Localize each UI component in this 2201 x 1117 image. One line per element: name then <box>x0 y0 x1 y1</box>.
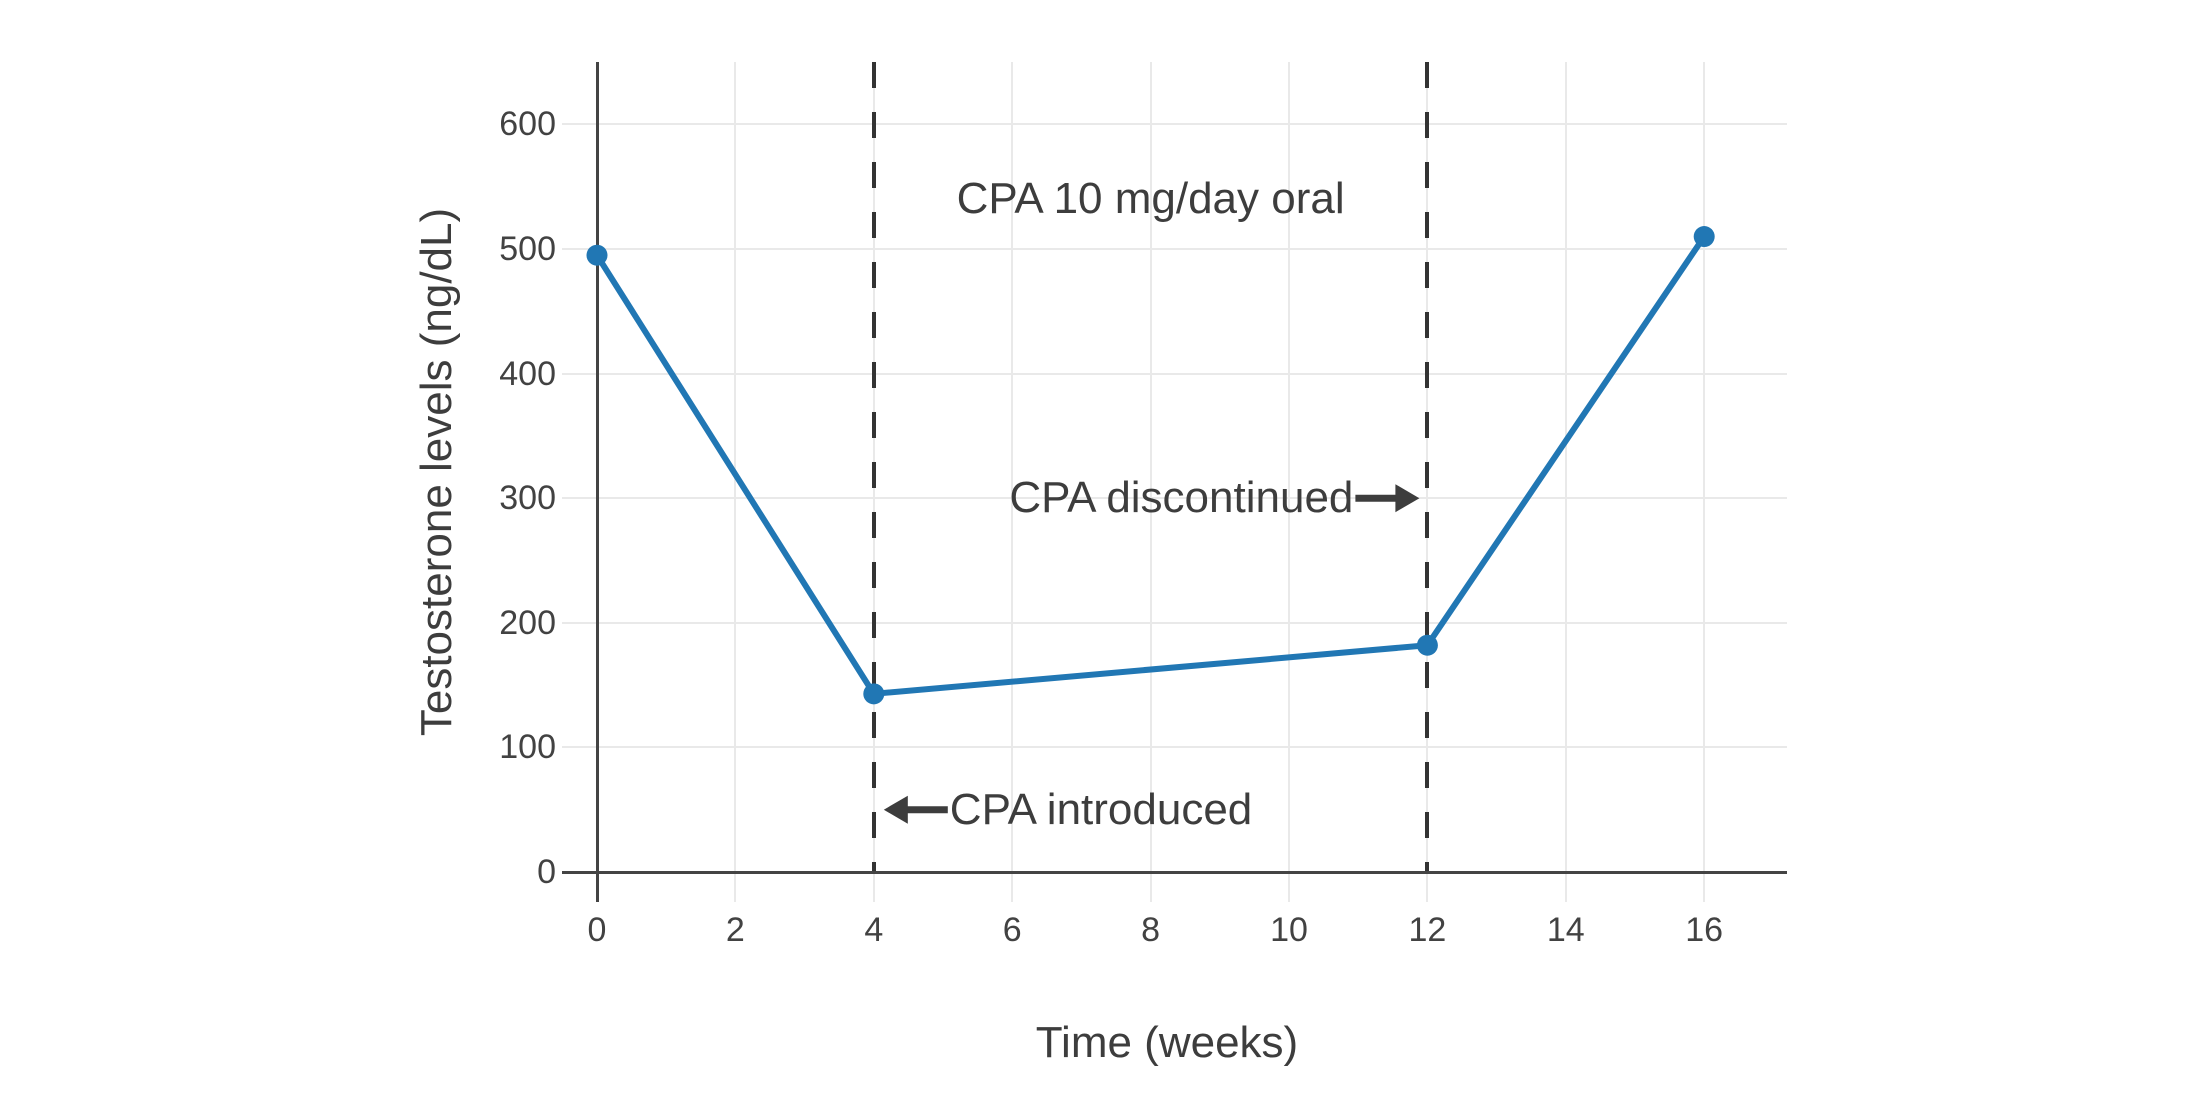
x-tick-label: 8 <box>1141 911 1161 949</box>
y-axis-line <box>595 62 599 902</box>
y-gridline <box>562 746 1787 749</box>
y-tick-label: 300 <box>499 479 556 518</box>
y-gridline <box>562 123 1787 126</box>
y-gridline <box>562 497 1787 500</box>
annotation-cpa-introduced: CPA introduced <box>949 784 1253 834</box>
annotation-cpa-discontinued: CPA discontinued <box>1009 473 1354 523</box>
x-tick-label: 10 <box>1270 911 1308 949</box>
data-point-marker <box>586 244 608 266</box>
data-point-marker <box>863 683 885 705</box>
x-tick-label: 6 <box>1002 911 1022 949</box>
x-tick-label: 14 <box>1546 911 1585 949</box>
x-gridline <box>1703 62 1706 902</box>
dashed-vline-week-12 <box>1425 62 1430 872</box>
data-point-marker <box>1693 226 1715 248</box>
y-gridline <box>562 372 1787 375</box>
y-tick-label: 400 <box>499 354 556 393</box>
x-gridline <box>1149 62 1152 902</box>
annotation-arrow-right-icon <box>1395 484 1420 513</box>
data-point-marker <box>1416 634 1438 656</box>
x-tick-label: 12 <box>1408 911 1447 949</box>
x-tick-label: 16 <box>1685 911 1724 949</box>
x-axis-line <box>562 870 1787 874</box>
y-tick-label: 200 <box>499 603 556 642</box>
x-tick-label: 4 <box>864 911 884 949</box>
y-tick-label: 100 <box>499 728 556 767</box>
y-tick-label: 0 <box>537 853 556 891</box>
x-tick-label: 2 <box>725 911 745 949</box>
x-gridline <box>1011 62 1014 902</box>
dashed-vline-week-4 <box>871 62 876 872</box>
x-gridline <box>1288 62 1290 902</box>
annotation-arrow-left-icon <box>883 795 908 824</box>
testosterone-line <box>594 233 1708 697</box>
annotation-treatment-label: CPA 10 mg/day oral <box>956 174 1345 224</box>
y-tick-label: 500 <box>499 230 556 268</box>
x-axis-title: Time (weeks) <box>1035 1018 1299 1067</box>
y-tick-label: 600 <box>499 105 556 144</box>
y-gridline <box>562 248 1787 250</box>
x-gridline <box>1564 62 1567 902</box>
x-tick-label: 0 <box>587 911 607 949</box>
x-gridline <box>734 62 737 902</box>
y-gridline <box>562 621 1787 624</box>
